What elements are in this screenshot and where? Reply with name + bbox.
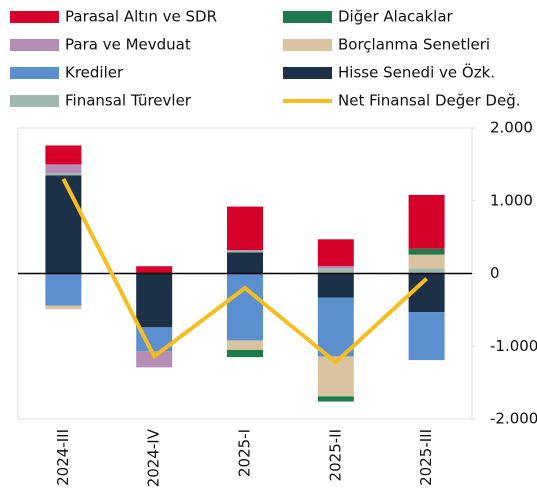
y-tick-label: -2.000 [490,410,537,428]
y-tick-label: -1.000 [490,337,537,355]
legend-swatch [283,11,332,23]
net-line [61,178,428,365]
bar-segment [227,206,263,251]
legend-swatch [10,67,59,79]
bar-segment [317,396,354,402]
legend-label: Net Finansal Değer Değ. [338,92,520,110]
x-tick-label: 2025-I [236,429,254,477]
bar-segment [227,340,263,350]
legend-swatch [283,39,332,51]
bar-segment [317,273,354,298]
legend-swatch [10,11,59,23]
bar-segment [45,164,82,174]
legend-label: Para ve Mevduat [65,36,191,54]
bars [45,145,445,402]
x-tick-label: 2025-II [326,429,344,481]
bar-segment [317,239,354,267]
legend-label: Finansal Türevler [65,92,192,110]
x-tick-label: 2024-III [54,429,72,486]
x-tick-label: 2024-IV [145,428,163,487]
y-tick-label: 0 [490,264,500,282]
bar-segment [136,351,173,368]
bar-segment [45,273,82,306]
bar-segment [227,252,263,274]
legend-swatch [10,95,59,107]
bar-segment [45,145,82,165]
legend-label: Hisse Senedi ve Özk. [338,63,495,82]
bar-segment [408,194,445,249]
bar-segment [317,266,354,269]
legend-label: Parasal Altın ve SDR [65,8,217,26]
bar-segment [408,254,445,269]
y-tick-label: 2.000 [490,119,533,137]
legend-label: Diğer Alacaklar [338,8,454,26]
legend-swatch [283,67,332,79]
bar-segment [408,248,445,255]
legend-label: Borçlanma Senetleri [338,36,490,54]
bar-segment [45,173,82,176]
legend-swatch [10,39,59,51]
bar-segment [317,297,354,357]
x-tick-label: 2025-III [417,429,435,486]
bar-segment [227,273,263,341]
bar-segment [227,250,263,253]
bar-segment [136,266,173,274]
bar-segment [136,273,173,328]
bar-segment [408,312,445,361]
bar-segment [45,305,82,310]
bar-segment [45,175,82,274]
y-tick-label: 1.000 [490,191,533,209]
legend-label: Krediler [65,64,124,82]
bar-segment [317,268,354,274]
bar-segment [227,349,263,358]
bar-segment [408,268,445,274]
